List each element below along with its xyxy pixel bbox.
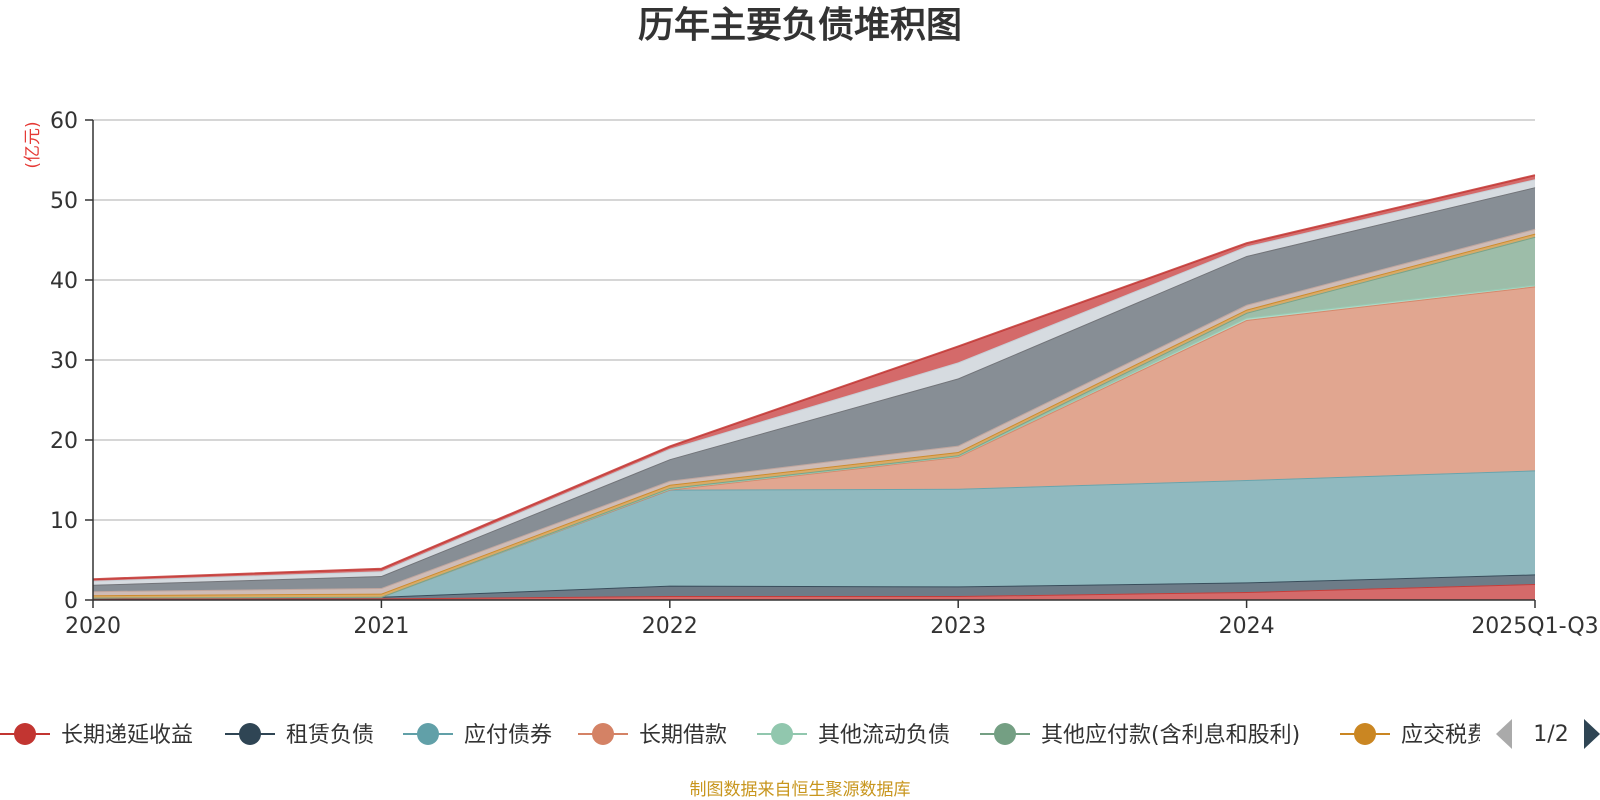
legend-item[interactable]: 应交税费 [1340,723,1489,748]
chart-title: 历年主要负债堆积图 [638,5,962,46]
x-tick-label: 2020 [65,614,121,639]
y-tick-label: 0 [64,589,78,614]
legend-prev-icon[interactable] [1496,719,1512,749]
legend-label: 应交税费 [1401,723,1489,748]
x-tick-label: 2024 [1219,614,1275,639]
legend-item[interactable]: 应付债券 [403,723,552,748]
legend-item[interactable]: 长期递延收益 [0,723,193,748]
legend-label: 长期借款 [639,723,727,748]
y-tick-label: 50 [50,189,78,214]
legend-marker-icon [1354,723,1376,745]
legend-label: 租赁负债 [286,723,374,748]
legend-label: 其他流动负债 [818,723,950,748]
area-series-9 [93,187,1535,592]
legend-item[interactable]: 租赁负债 [225,723,374,748]
x-tick-label: 2025Q1-Q3 [1471,614,1598,639]
legend-pager: 1/2 [1496,719,1600,749]
legend-marker-icon [239,723,261,745]
y-tick-label: 30 [50,349,78,374]
legend-marker-icon [771,723,793,745]
y-axis-unit: (亿元) [23,121,43,168]
legend-marker-icon [994,723,1016,745]
data-source-note: 制图数据来自恒生聚源数据库 [690,780,911,800]
y-tick-label: 40 [50,269,78,294]
legend: 长期递延收益 租赁负债 应付债券 长期借款 其他流动负债 其他应付款(含利息和股利) 应交税… [0,723,1489,748]
legend-marker-icon [14,723,36,745]
stacked-areas [92,174,1536,600]
area-series-3 [93,470,1535,598]
legend-label: 应付债券 [464,723,552,748]
area-series-10 [93,179,1535,585]
legend-next-icon[interactable] [1584,719,1600,749]
legend-marker-icon [592,723,614,745]
x-tick-label: 2021 [353,614,409,639]
legend-label: 其他应付款(含利息和股利) [1041,723,1300,748]
legend-label: 长期递延收益 [61,723,193,748]
area-series-1 [93,584,1535,600]
area-series-4 [93,286,1535,598]
line-series-11 [92,174,1536,581]
legend-item[interactable]: 长期借款 [578,723,727,748]
legend-item[interactable]: 其他应付款(含利息和股利) [980,723,1300,748]
legend-item[interactable]: 其他流动负债 [757,723,950,748]
y-tick-label: 20 [50,429,78,454]
y-tick-label: 60 [50,109,78,134]
y-tick-label: 10 [50,509,78,534]
x-tick-label: 2022 [642,614,698,639]
legend-marker-icon [417,723,439,745]
axes: 0 10 20 30 40 50 60 2020 2021 2022 2023 2024 2025Q1-… [50,109,1599,639]
x-tick-label: 2023 [930,614,986,639]
legend-page-indicator: 1/2 [1533,722,1568,747]
